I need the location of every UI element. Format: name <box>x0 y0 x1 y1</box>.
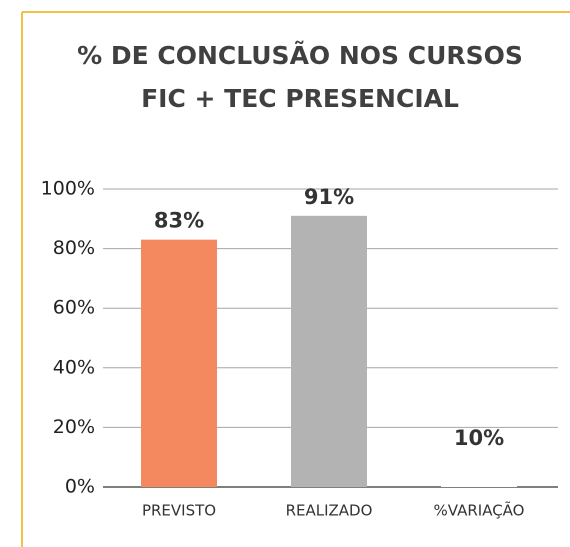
chart-title: FIC + TEC PRESENCIAL <box>141 84 459 113</box>
x-tick-label: REALIZADO <box>286 502 373 520</box>
bar <box>141 239 217 487</box>
y-tick-label: 0% <box>65 476 95 498</box>
chart-title: % DE CONCLUSÃO NOS CURSOS <box>77 41 523 70</box>
value-label: 83% <box>154 209 204 233</box>
value-label: 10% <box>454 426 504 450</box>
y-tick-label: 80% <box>53 237 95 259</box>
bar <box>291 215 367 487</box>
value-label: 91% <box>304 185 354 209</box>
y-tick-label: 40% <box>53 356 95 378</box>
x-tick-label: %VARIAÇÃO <box>434 501 525 520</box>
bar <box>441 457 517 487</box>
y-tick-label: 100% <box>41 178 95 200</box>
y-tick-label: 60% <box>53 297 95 319</box>
x-tick-label: PREVISTO <box>142 502 216 520</box>
y-tick-label: 20% <box>53 416 95 438</box>
